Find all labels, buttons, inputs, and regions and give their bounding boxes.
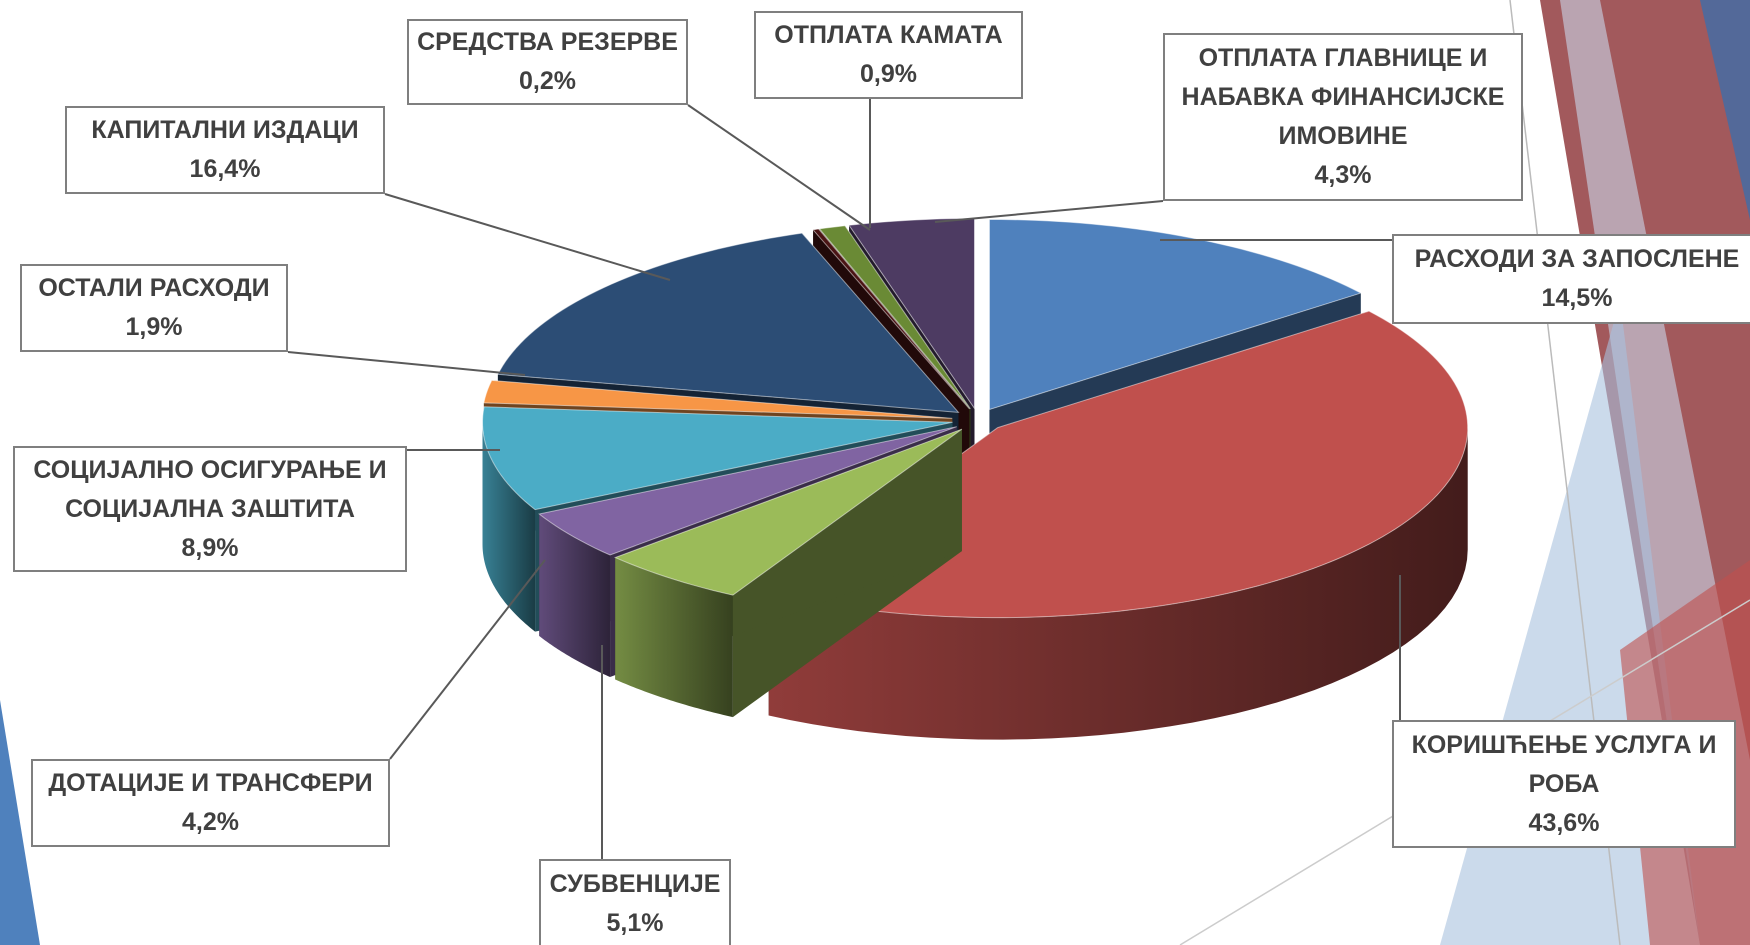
label-name: ОТПЛАТА ГЛАВНИЦЕ И НАБАВКА ФИНАНСИЈСКЕ И… (1173, 39, 1513, 156)
label-name: ДОТАЦИЈЕ И ТРАНСФЕРИ (41, 764, 380, 803)
label-value: 0,9% (764, 55, 1013, 94)
label-value: 1,9% (30, 308, 278, 347)
label-value: 4,3% (1173, 156, 1513, 195)
label-name: КАПИТАЛНИ ИЗДАЦИ (75, 111, 375, 150)
label-name: РАСХОДИ ЗА ЗАПОСЛЕНЕ (1402, 240, 1750, 279)
page: РАСХОДИ ЗА ЗАПОСЛЕНЕ14,5% КОРИШЋЕЊЕ УСЛУГ… (0, 0, 1750, 945)
label-name: КОРИШЋЕЊЕ УСЛУГА И РОБА (1402, 726, 1726, 804)
leader-line (935, 201, 1163, 222)
label-name: СУБВЕНЦИЈЕ (549, 865, 721, 904)
label-value: 4,2% (41, 803, 380, 842)
label-value: 43,6% (1402, 804, 1726, 843)
leader-line (390, 560, 545, 759)
label-name: ОСТАЛИ РАСХОДИ (30, 269, 278, 308)
label-name: ОТПЛАТА КАМАТА (764, 16, 1013, 55)
label-value: 16,4% (75, 150, 375, 189)
label-value: 0,2% (417, 62, 678, 101)
leader-line (288, 352, 525, 375)
label-value: 8,9% (23, 529, 397, 568)
leader-line (385, 194, 670, 280)
data-label: ОТПЛАТА ГЛАВНИЦЕ И НАБАВКА ФИНАНСИЈСКЕ И… (1163, 33, 1523, 201)
leader-line (688, 105, 870, 230)
label-value: 5,1% (549, 904, 721, 943)
label-value: 14,5% (1402, 279, 1750, 318)
label-name: СОЦИЈАЛНО ОСИГУРАЊЕ И СОЦИЈАЛНА ЗАШТИТА (23, 451, 397, 529)
label-name: СРЕДСТВА РЕЗЕРВЕ (417, 23, 678, 62)
